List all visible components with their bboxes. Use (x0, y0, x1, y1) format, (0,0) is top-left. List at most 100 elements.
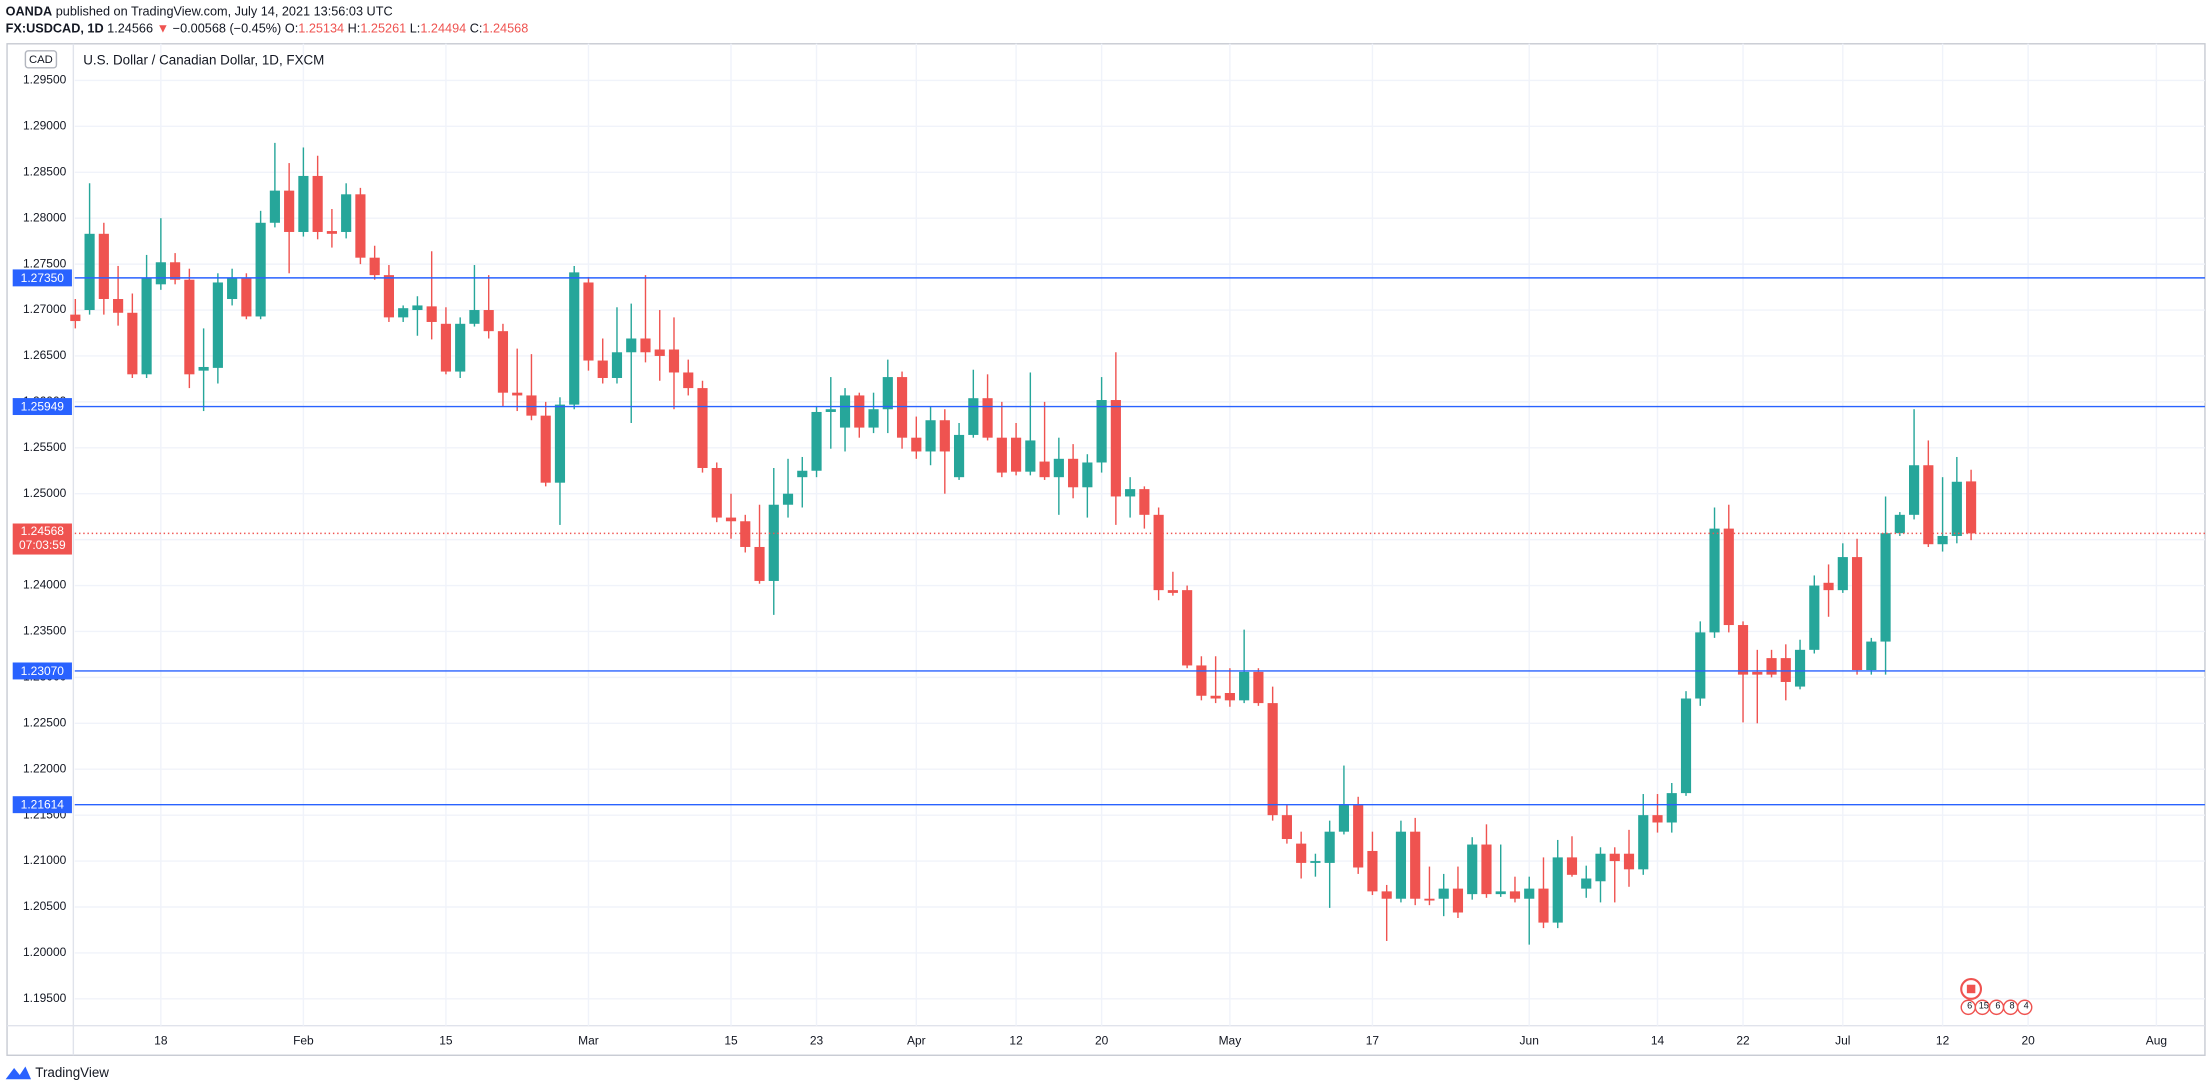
candle-body (797, 470, 808, 478)
candle-body (483, 310, 494, 332)
symbol: FX:USDCAD, 1D (6, 22, 104, 36)
candle-body (554, 404, 566, 483)
y-tick-label: 1.25500 (23, 440, 67, 454)
candle-body (1438, 888, 1449, 899)
ohlc-value: 1.25134 (298, 22, 344, 36)
candle-body (198, 366, 209, 371)
candle-body (512, 392, 523, 396)
x-tick-label: May (1219, 1033, 1242, 1047)
candle-body (1923, 465, 1934, 545)
currency-box (24, 50, 58, 69)
x-tick-label: 12 (1009, 1033, 1023, 1047)
candle-body (1552, 857, 1563, 923)
candle-body (597, 360, 608, 378)
ohlc-key: H: (348, 22, 361, 36)
candle-body (70, 314, 81, 322)
candle-body (1909, 465, 1920, 515)
candle-body (868, 409, 879, 428)
candle-body (1039, 461, 1050, 478)
y-tick-label: 1.29500 (23, 73, 67, 87)
x-tick-label: 18 (154, 1033, 168, 1047)
candle-body (1723, 528, 1734, 626)
countdown: 07:03:59 (19, 538, 66, 552)
candle-body (241, 277, 252, 317)
candle-body (212, 282, 223, 368)
candle-body (1966, 481, 1977, 534)
horizontal-line-label: 1.25949 (21, 399, 65, 413)
candle-body (1381, 891, 1392, 899)
candle-body (854, 395, 865, 428)
y-tick-label: 1.28000 (23, 210, 67, 224)
candle-body (170, 262, 181, 280)
candle-body (1794, 649, 1806, 687)
candle-body (1666, 793, 1677, 823)
header-line-1: OANDA published on TradingView.com, July… (6, 5, 393, 19)
x-tick-label: Feb (293, 1033, 314, 1047)
candle-body (626, 338, 637, 353)
candle-body (882, 377, 893, 410)
candle-body (1509, 891, 1521, 899)
candle-body (1395, 831, 1407, 899)
x-tick-label: 20 (2021, 1033, 2035, 1047)
candle-body (1281, 815, 1292, 840)
y-tick-label: 1.20500 (23, 899, 67, 913)
candle-body (1110, 400, 1121, 497)
x-tick-label: 22 (1736, 1033, 1750, 1047)
candle-body (1125, 489, 1136, 497)
y-tick-label: 1.29000 (23, 119, 67, 133)
y-tick-label: 1.27500 (23, 256, 67, 270)
candle-body (896, 377, 908, 438)
candle-body (113, 299, 124, 313)
candle-body (1267, 703, 1278, 816)
candle-body (683, 372, 694, 389)
y-tick-label: 1.23500 (23, 624, 67, 638)
y-tick-label: 1.21000 (23, 853, 67, 867)
horizontal-line-label: 1.23070 (21, 664, 65, 678)
candle-body (269, 190, 280, 223)
candle-body (768, 504, 779, 581)
candle-body (1452, 888, 1464, 913)
candle-body (1652, 815, 1663, 823)
change: −0.00568 (−0.45%) (173, 22, 282, 36)
candle-body (1182, 590, 1193, 666)
candle-body (996, 437, 1007, 473)
candle-body (982, 398, 993, 438)
event-count: 6 (1995, 1000, 2000, 1010)
candle-body (1866, 641, 1877, 671)
x-tick-label: Apr (907, 1033, 926, 1047)
y-tick-label: 1.25000 (23, 486, 67, 500)
y-tick-label: 1.22500 (23, 715, 67, 729)
event-count: 15 (1979, 1000, 1989, 1010)
candle-body (640, 338, 651, 353)
candle-body (1210, 695, 1221, 699)
candle-body (1338, 805, 1350, 832)
candle-body (1737, 625, 1749, 675)
candle-body (1410, 831, 1421, 899)
candle-body (497, 331, 509, 393)
candle-body (1851, 557, 1863, 671)
candle-body (1937, 535, 1948, 545)
publisher: OANDA (6, 5, 53, 19)
candle-body (825, 409, 836, 412)
candle-body (1011, 437, 1022, 472)
candle-body (925, 420, 936, 452)
candle-body (369, 257, 380, 276)
candle-body (1752, 671, 1763, 675)
ohlc-key: O: (285, 22, 298, 36)
event-count: 6 (1967, 1000, 1972, 1010)
candle-body (526, 395, 537, 416)
candle-body (711, 467, 722, 518)
x-tick-label: 17 (1366, 1033, 1380, 1047)
x-tick-label: 20 (1095, 1033, 1109, 1047)
candle-body (412, 305, 423, 311)
candle-body (697, 388, 708, 468)
last-price-box (12, 523, 72, 555)
candle-body (569, 272, 580, 405)
candle-body (1780, 658, 1791, 682)
candle-body (782, 493, 794, 505)
candle-body (839, 395, 851, 428)
horizontal-line-label: 1.27350 (21, 271, 65, 285)
y-tick-label: 1.24000 (23, 578, 67, 592)
x-tick-label: 12 (1936, 1033, 1950, 1047)
candle-body (1709, 528, 1720, 633)
